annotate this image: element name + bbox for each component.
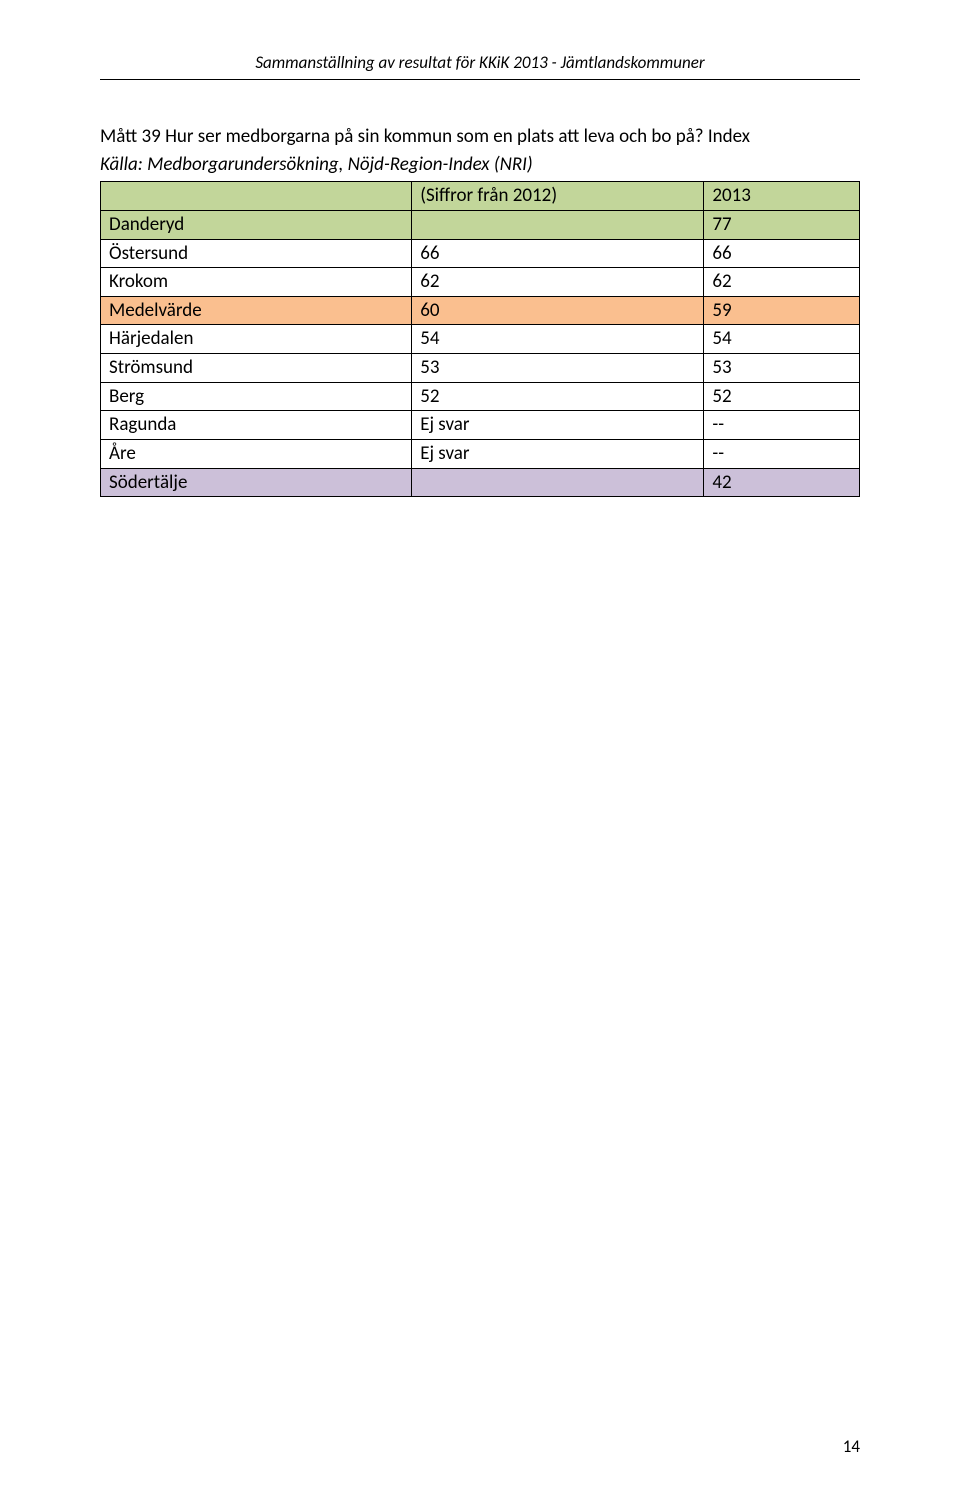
cell-2013: 54 <box>704 325 860 354</box>
cell-2013: -- <box>704 411 860 440</box>
question-source: Källa: Medborgarundersökning, Nöjd-Regio… <box>100 152 860 178</box>
header-cell-2012: (Siffror från 2012) <box>412 182 704 211</box>
table-row: Östersund6666 <box>101 239 860 268</box>
cell-name: Danderyd <box>101 210 412 239</box>
table-header-row: (Siffror från 2012) 2013 <box>101 182 860 211</box>
cell-name: Södertälje <box>101 468 412 497</box>
cell-2012: 52 <box>412 382 704 411</box>
cell-name: Berg <box>101 382 412 411</box>
table-row: ÅreEj svar-- <box>101 440 860 469</box>
cell-name: Krokom <box>101 268 412 297</box>
cell-2012: 66 <box>412 239 704 268</box>
question-title: Mått 39 Hur ser medborgarna på sin kommu… <box>100 124 860 150</box>
cell-2013: 62 <box>704 268 860 297</box>
running-head: Sammanställning av resultat för KKiK 201… <box>100 52 860 73</box>
cell-name: Östersund <box>101 239 412 268</box>
header-cell-2013: 2013 <box>704 182 860 211</box>
results-table: (Siffror från 2012) 2013 Danderyd77Öster… <box>100 181 860 497</box>
table-row: Härjedalen5454 <box>101 325 860 354</box>
cell-name: Åre <box>101 440 412 469</box>
cell-name: Strömsund <box>101 354 412 383</box>
cell-2013: -- <box>704 440 860 469</box>
table-row: Strömsund5353 <box>101 354 860 383</box>
cell-2013: 59 <box>704 296 860 325</box>
cell-2013: 52 <box>704 382 860 411</box>
table-row: Medelvärde6059 <box>101 296 860 325</box>
cell-2012: 60 <box>412 296 704 325</box>
cell-name: Härjedalen <box>101 325 412 354</box>
page: Sammanställning av resultat för KKiK 201… <box>0 0 960 1511</box>
cell-2012: Ej svar <box>412 440 704 469</box>
cell-name: Ragunda <box>101 411 412 440</box>
cell-name: Medelvärde <box>101 296 412 325</box>
cell-2013: 53 <box>704 354 860 383</box>
cell-2012: 62 <box>412 268 704 297</box>
cell-2012 <box>412 468 704 497</box>
cell-2013: 66 <box>704 239 860 268</box>
cell-2013: 42 <box>704 468 860 497</box>
table-row: Danderyd 77 <box>101 210 860 239</box>
cell-2013: 77 <box>704 210 860 239</box>
page-number: 14 <box>843 1436 860 1457</box>
table-row: RagundaEj svar-- <box>101 411 860 440</box>
cell-2012: 54 <box>412 325 704 354</box>
cell-2012 <box>412 210 704 239</box>
cell-2012: 53 <box>412 354 704 383</box>
cell-2012: Ej svar <box>412 411 704 440</box>
header-cell-name <box>101 182 412 211</box>
header-rule <box>100 79 860 80</box>
table-row: Berg5252 <box>101 382 860 411</box>
table-row: Södertälje 42 <box>101 468 860 497</box>
table-row: Krokom6262 <box>101 268 860 297</box>
